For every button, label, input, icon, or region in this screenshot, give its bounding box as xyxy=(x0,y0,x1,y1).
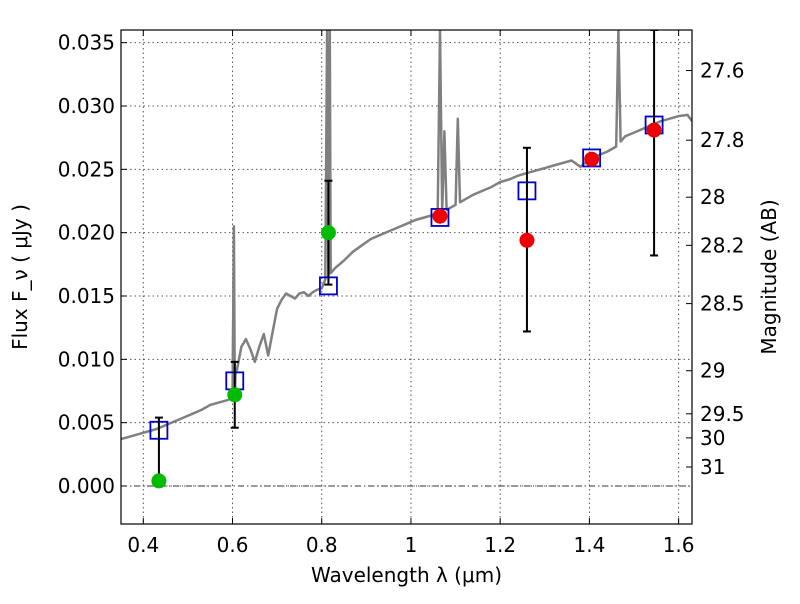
x-tick-label: 1.6 xyxy=(663,533,695,557)
y-tick-label: 0.025 xyxy=(58,157,115,181)
x-tick-label: 1 xyxy=(405,533,418,557)
y-tick-label: 0.030 xyxy=(58,94,115,118)
y2-tick-label: 27.6 xyxy=(700,59,745,83)
y-tick-label: 0.010 xyxy=(58,347,115,371)
plot-frame xyxy=(120,29,693,525)
model-box-layer xyxy=(149,115,664,440)
y2-tick-label: 28 xyxy=(700,185,725,209)
y-axis-label: Flux F_ν ( μJy ) xyxy=(8,204,32,350)
y2-tick-label: 28.5 xyxy=(700,292,745,316)
y-tick-label: 0.015 xyxy=(58,284,115,308)
y2-tick-label: 28.2 xyxy=(700,233,745,257)
y2-axis-label: Magnitude (AB) xyxy=(757,199,781,354)
errorbar-layer xyxy=(154,30,659,487)
y-tick-label: 0.000 xyxy=(58,474,115,498)
grid-layer xyxy=(121,30,692,524)
y-tick-label: 0.005 xyxy=(58,411,115,435)
y2-tick-label: 30 xyxy=(700,426,725,450)
x-tick-label: 0.4 xyxy=(127,533,159,557)
plot-area xyxy=(121,30,692,489)
x-tick-label: 1.2 xyxy=(484,533,516,557)
y2-axis-ticks: 27.6 27.8 28 28.2 28.5 29 29.530 31 xyxy=(686,59,745,479)
green-observed-point xyxy=(227,387,243,403)
red-observed-point xyxy=(646,122,662,138)
observed-point-layer xyxy=(151,122,662,489)
spectrum-layer xyxy=(121,30,692,441)
green-observed-point xyxy=(151,473,167,489)
x-tick-label: 0.8 xyxy=(306,533,338,557)
y-axis-ticks: 0.000 0.005 0.010 0.015 0.020 0.025 0.030 0.035 xyxy=(58,31,127,498)
x-axis-ticks: 0.4 0.6 0.8 1 1.2 1.4 1.6 xyxy=(127,30,695,557)
x-axis-label: Wavelength λ (μm) xyxy=(311,563,502,587)
red-observed-point xyxy=(584,151,600,167)
green-observed-point xyxy=(320,225,336,241)
x-tick-label: 0.6 xyxy=(217,533,249,557)
y-tick-label: 0.020 xyxy=(58,221,115,245)
y2-tick-label: 29 xyxy=(700,359,725,383)
y2-tick-label: 27.8 xyxy=(700,128,745,152)
red-observed-point xyxy=(519,232,535,248)
y-tick-label: 0.035 xyxy=(58,31,115,55)
y2-tick-label: 29.5 xyxy=(700,402,745,426)
x-tick-label: 1.4 xyxy=(573,533,605,557)
red-observed-point xyxy=(432,208,448,224)
y2-tick-label: 31 xyxy=(700,455,725,479)
spectrum-line xyxy=(121,30,692,441)
